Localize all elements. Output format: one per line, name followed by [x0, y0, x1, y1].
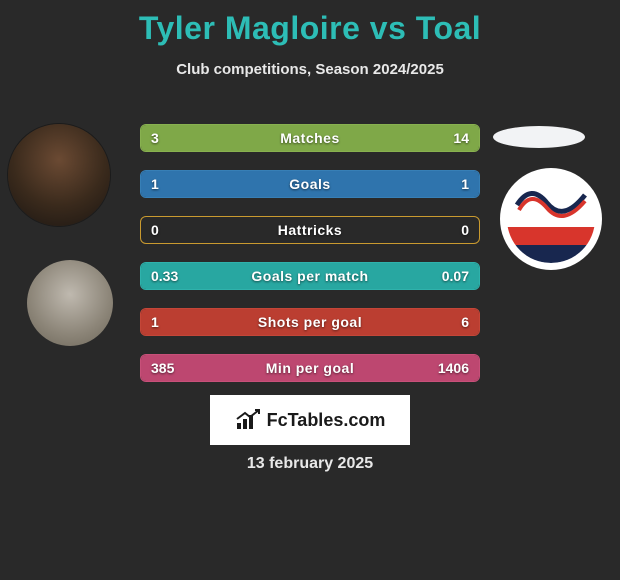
stat-label: Min per goal	[141, 355, 479, 382]
player-right-avatar	[493, 126, 585, 148]
footer-date: 13 february 2025	[0, 455, 620, 473]
stat-row: 16Shots per goal	[140, 308, 480, 336]
stat-row: 11Goals	[140, 170, 480, 198]
stat-label: Shots per goal	[141, 309, 479, 336]
stat-row: 0.330.07Goals per match	[140, 262, 480, 290]
stats-panel: 314Matches 11Goals 00Hattricks 0.330.07Goal…	[140, 124, 480, 400]
page-title: Tyler Magloire vs Toal	[0, 0, 620, 47]
club-right-badge	[500, 168, 602, 270]
stat-label: Goals	[141, 171, 479, 198]
stat-label: Goals per match	[141, 263, 479, 290]
club-left-badge	[27, 260, 113, 346]
source-badge: FcTables.com	[210, 395, 410, 445]
subtitle: Club competitions, Season 2024/2025	[0, 61, 620, 78]
stat-label: Matches	[141, 125, 479, 152]
source-badge-text: FcTables.com	[267, 410, 386, 431]
club-right-icon	[513, 181, 589, 229]
chart-icon	[235, 409, 261, 431]
stat-row: 00Hattricks	[140, 216, 480, 244]
stat-row: 3851406Min per goal	[140, 354, 480, 382]
player-left-avatar	[8, 124, 110, 226]
stat-row: 314Matches	[140, 124, 480, 152]
stat-label: Hattricks	[141, 217, 479, 244]
